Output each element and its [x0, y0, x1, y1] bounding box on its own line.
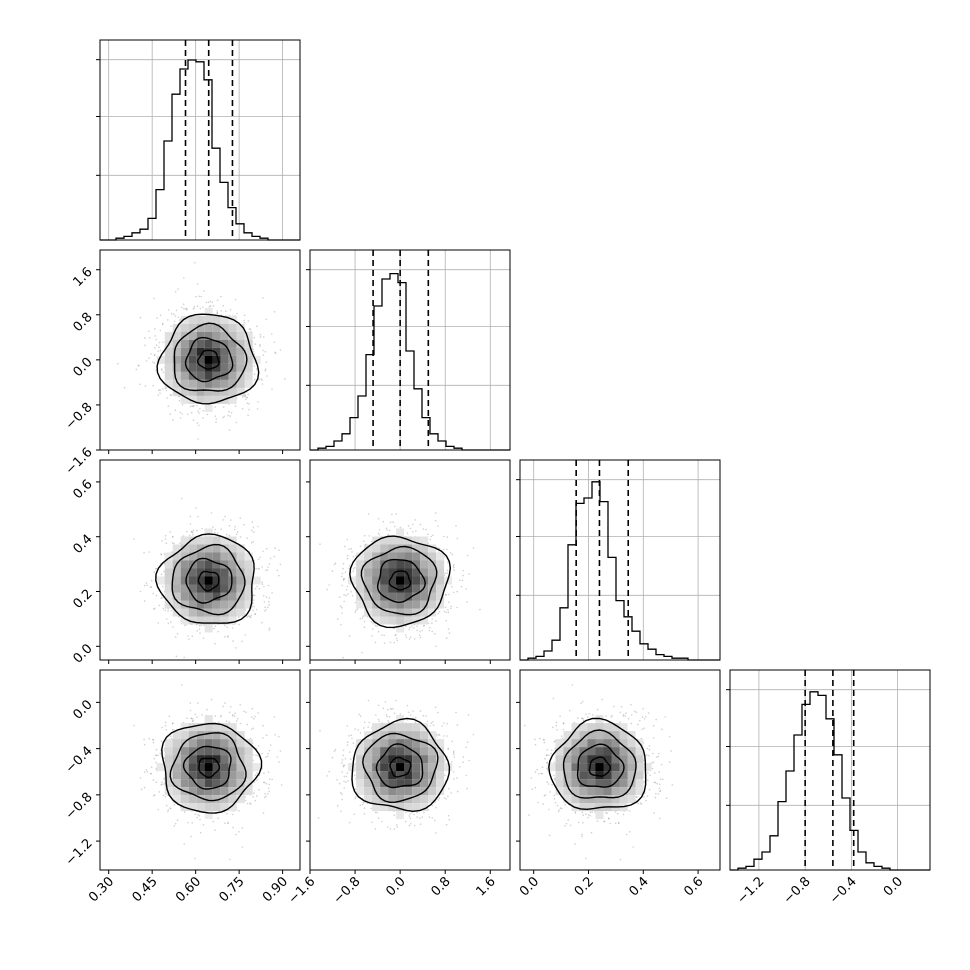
- joint-content: [133, 684, 283, 861]
- x-tick-label: 0.2: [572, 874, 597, 899]
- marginal-panel-1: [306, 249, 511, 451]
- panel-frame: [519, 669, 721, 871]
- panel-frame: [519, 459, 721, 661]
- x-tick-label: 0.0: [517, 874, 542, 899]
- contour-level-0: [351, 717, 451, 813]
- marginal-panel-2: [516, 459, 721, 661]
- density-peak: [396, 576, 405, 585]
- y-tick-label: −0.4: [63, 744, 96, 777]
- x-tick-label: 0.6: [681, 874, 706, 899]
- contour-level-0: [548, 717, 647, 811]
- y-tick-label: 0.8: [70, 310, 95, 335]
- x-tick-label: 0.45: [130, 874, 161, 905]
- x-tick-label: 1.6: [474, 874, 499, 899]
- y-tick-label: 0.2: [70, 587, 95, 612]
- y-tick-label: 0.4: [70, 532, 95, 557]
- x-tick-label: 0.8: [428, 874, 453, 899]
- contour-level-0: [161, 722, 263, 814]
- joint-panel-1-2: [306, 459, 511, 664]
- contour-level-3: [588, 756, 611, 777]
- x-tick-label: 0.90: [260, 874, 291, 905]
- contour-level-1: [362, 732, 439, 804]
- x-tick-label: 0.75: [217, 874, 248, 905]
- contour-level-2: [184, 336, 234, 383]
- panel-frame: [729, 669, 931, 871]
- contour-level-1: [562, 729, 637, 799]
- y-tick-label: 0.0: [70, 697, 95, 722]
- density-peak: [396, 763, 405, 772]
- contour-level-2: [376, 558, 426, 604]
- marginal-panel-3: [726, 669, 931, 871]
- contour-level-1: [360, 545, 438, 616]
- y-tick-label: −0.8: [63, 790, 96, 823]
- joint-content: [117, 261, 286, 440]
- x-tick-label: 0.60: [173, 874, 204, 905]
- joint-content: [317, 699, 475, 870]
- x-tick-label: 0.0: [383, 874, 408, 899]
- y-tick-label: 0.6: [70, 477, 95, 502]
- histogram-step: [520, 481, 720, 661]
- contour-level-2: [576, 743, 625, 788]
- y-tick-label: −0.8: [63, 400, 96, 433]
- panel-frame: [99, 459, 301, 661]
- density-peak: [204, 355, 213, 364]
- contour-level-2: [185, 557, 233, 604]
- contour-level-3: [197, 570, 220, 592]
- joint-panel-1-3: [306, 669, 511, 874]
- x-tick-label: −1.6: [286, 874, 319, 907]
- density-peak: [204, 763, 213, 772]
- y-tick-label: 0.0: [70, 355, 95, 380]
- joint-panel-0-3: [96, 669, 301, 874]
- joint-content: [524, 684, 674, 861]
- x-tick-label: −0.8: [331, 874, 364, 907]
- x-tick-label: −0.4: [827, 874, 860, 907]
- y-tick-label: −1.6: [63, 445, 96, 478]
- histogram-step: [310, 272, 510, 451]
- contour-level-0: [349, 535, 452, 629]
- x-tick-label: 0.0: [881, 874, 906, 899]
- contour-level-3: [196, 349, 220, 370]
- joint-panel-0-2: [96, 459, 301, 664]
- joint-panel-0-1: [96, 249, 301, 454]
- density-peak: [204, 576, 213, 585]
- y-tick-label: 0.0: [70, 641, 95, 666]
- histogram-step: [100, 59, 300, 241]
- histogram-step: [730, 691, 930, 871]
- panel-frame: [99, 249, 301, 451]
- y-tick-label: −1.2: [63, 836, 96, 869]
- panel-frame: [99, 39, 301, 241]
- contour-level-3: [198, 757, 221, 779]
- contour-level-1: [171, 543, 246, 616]
- density-peak: [595, 763, 604, 772]
- contour-level-3: [389, 756, 412, 778]
- contour-level-3: [388, 570, 412, 591]
- contour-level-1: [169, 732, 247, 802]
- x-tick-label: 0.4: [627, 874, 652, 899]
- contour-level-0: [155, 533, 255, 624]
- joint-content: [319, 512, 481, 659]
- contour-level-1: [173, 322, 248, 392]
- x-tick-label: 0.30: [86, 874, 117, 905]
- joint-panel-2-3: [516, 669, 721, 874]
- joint-content: [133, 497, 282, 660]
- x-tick-label: −0.8: [781, 874, 814, 907]
- panel-frame: [309, 249, 511, 451]
- marginal-panel-0: [96, 39, 301, 241]
- panel-frame: [309, 459, 511, 661]
- contour-level-0: [156, 313, 260, 405]
- contour-level-2: [375, 743, 424, 789]
- x-tick-label: −1.2: [734, 874, 767, 907]
- panel-frame: [99, 669, 301, 871]
- panel-frame: [309, 669, 511, 871]
- contour-level-2: [182, 745, 232, 790]
- y-tick-label: 1.6: [70, 265, 95, 290]
